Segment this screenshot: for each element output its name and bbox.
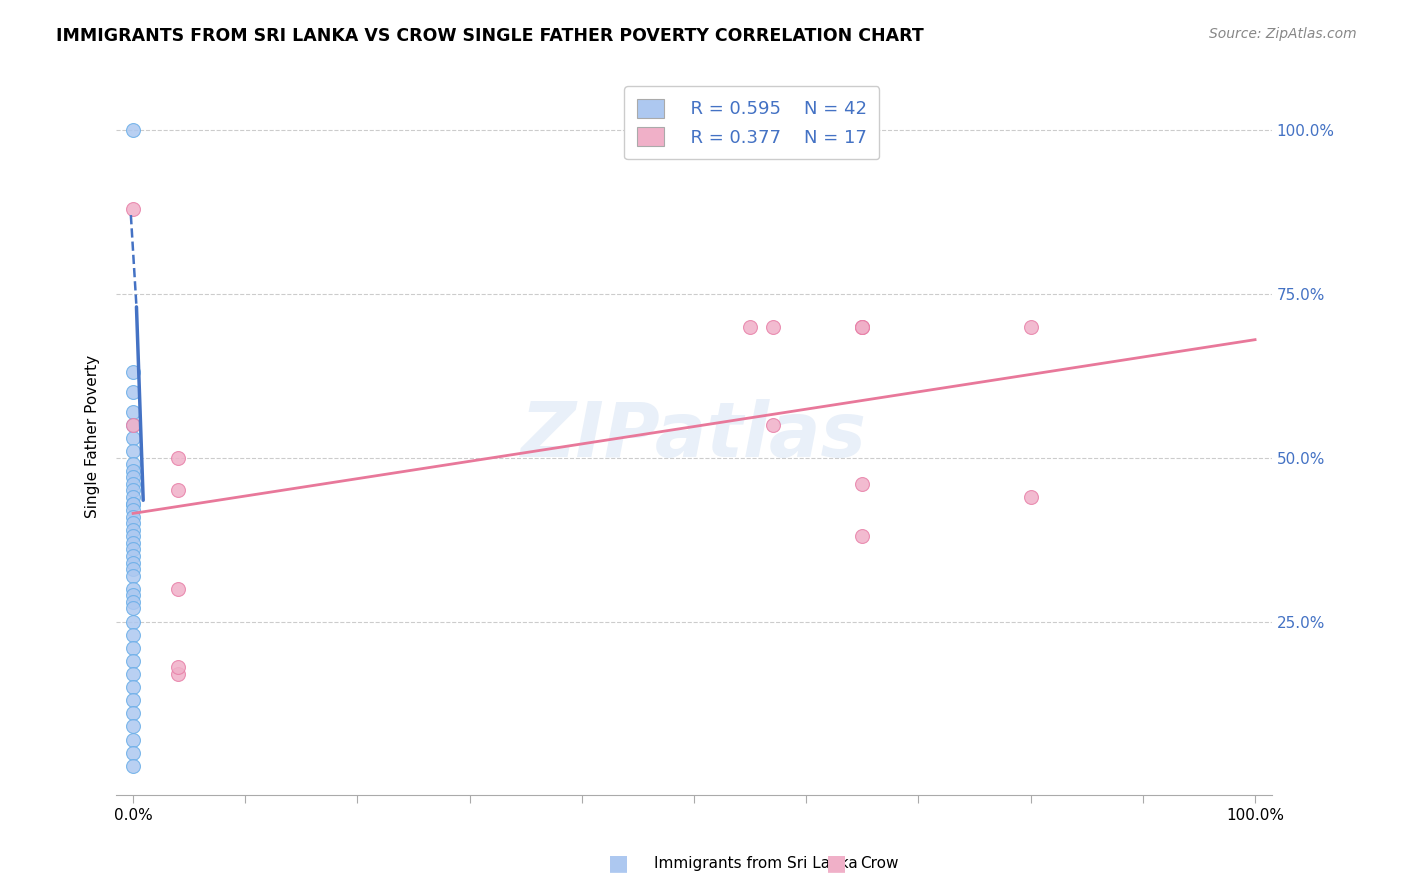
Text: ■: ■ (827, 854, 846, 873)
Point (122, 732, 145, 747)
Point (167, 660, 190, 674)
Point (122, 405, 145, 419)
Point (122, 503, 145, 517)
Text: Immigrants from Sri Lanka: Immigrants from Sri Lanka (654, 856, 858, 871)
Point (167, 667, 190, 681)
Text: Crow: Crow (860, 856, 898, 871)
Point (122, 628, 145, 642)
Point (122, 536, 145, 550)
Point (122, 431, 145, 445)
Point (122, 582, 145, 596)
Point (122, 595, 145, 609)
Point (740, 319, 762, 334)
Point (122, 457, 145, 471)
Point (122, 385, 145, 400)
Point (122, 654, 145, 668)
Point (122, 529, 145, 543)
Point (851, 319, 873, 334)
Point (122, 523, 145, 537)
Point (851, 319, 873, 334)
Point (122, 588, 145, 602)
Point (122, 542, 145, 557)
Text: ZIPatlas: ZIPatlas (522, 400, 868, 474)
Point (122, 123, 145, 137)
Point (1019, 319, 1042, 334)
Point (122, 516, 145, 531)
Text: IMMIGRANTS FROM SRI LANKA VS CROW SINGLE FATHER POVERTY CORRELATION CHART: IMMIGRANTS FROM SRI LANKA VS CROW SINGLE… (56, 27, 924, 45)
Text: Source: ZipAtlas.com: Source: ZipAtlas.com (1209, 27, 1357, 41)
Point (851, 476, 873, 491)
Point (122, 470, 145, 484)
Point (122, 680, 145, 694)
Point (122, 202, 145, 216)
Point (122, 444, 145, 458)
Point (122, 417, 145, 432)
Point (851, 529, 873, 543)
Point (122, 490, 145, 504)
Point (122, 746, 145, 760)
Y-axis label: Single Father Poverty: Single Father Poverty (86, 355, 100, 518)
Point (167, 483, 190, 498)
Point (167, 450, 190, 465)
Legend:   R = 0.595    N = 42,   R = 0.377    N = 17: R = 0.595 N = 42, R = 0.377 N = 17 (624, 87, 879, 160)
Point (762, 319, 785, 334)
Point (122, 667, 145, 681)
Point (122, 464, 145, 478)
Point (122, 706, 145, 721)
Point (122, 562, 145, 576)
Point (122, 549, 145, 563)
Point (122, 693, 145, 707)
Point (122, 615, 145, 629)
Point (762, 417, 785, 432)
Point (122, 568, 145, 582)
Point (122, 759, 145, 773)
Point (122, 719, 145, 733)
Point (122, 497, 145, 511)
Point (122, 483, 145, 498)
Point (122, 509, 145, 524)
Point (122, 417, 145, 432)
Text: ■: ■ (609, 854, 628, 873)
Point (122, 556, 145, 570)
Point (122, 640, 145, 655)
Point (122, 601, 145, 615)
Point (122, 476, 145, 491)
Point (851, 319, 873, 334)
Point (1019, 490, 1042, 504)
Point (122, 366, 145, 380)
Point (122, 497, 145, 511)
Point (167, 582, 190, 596)
